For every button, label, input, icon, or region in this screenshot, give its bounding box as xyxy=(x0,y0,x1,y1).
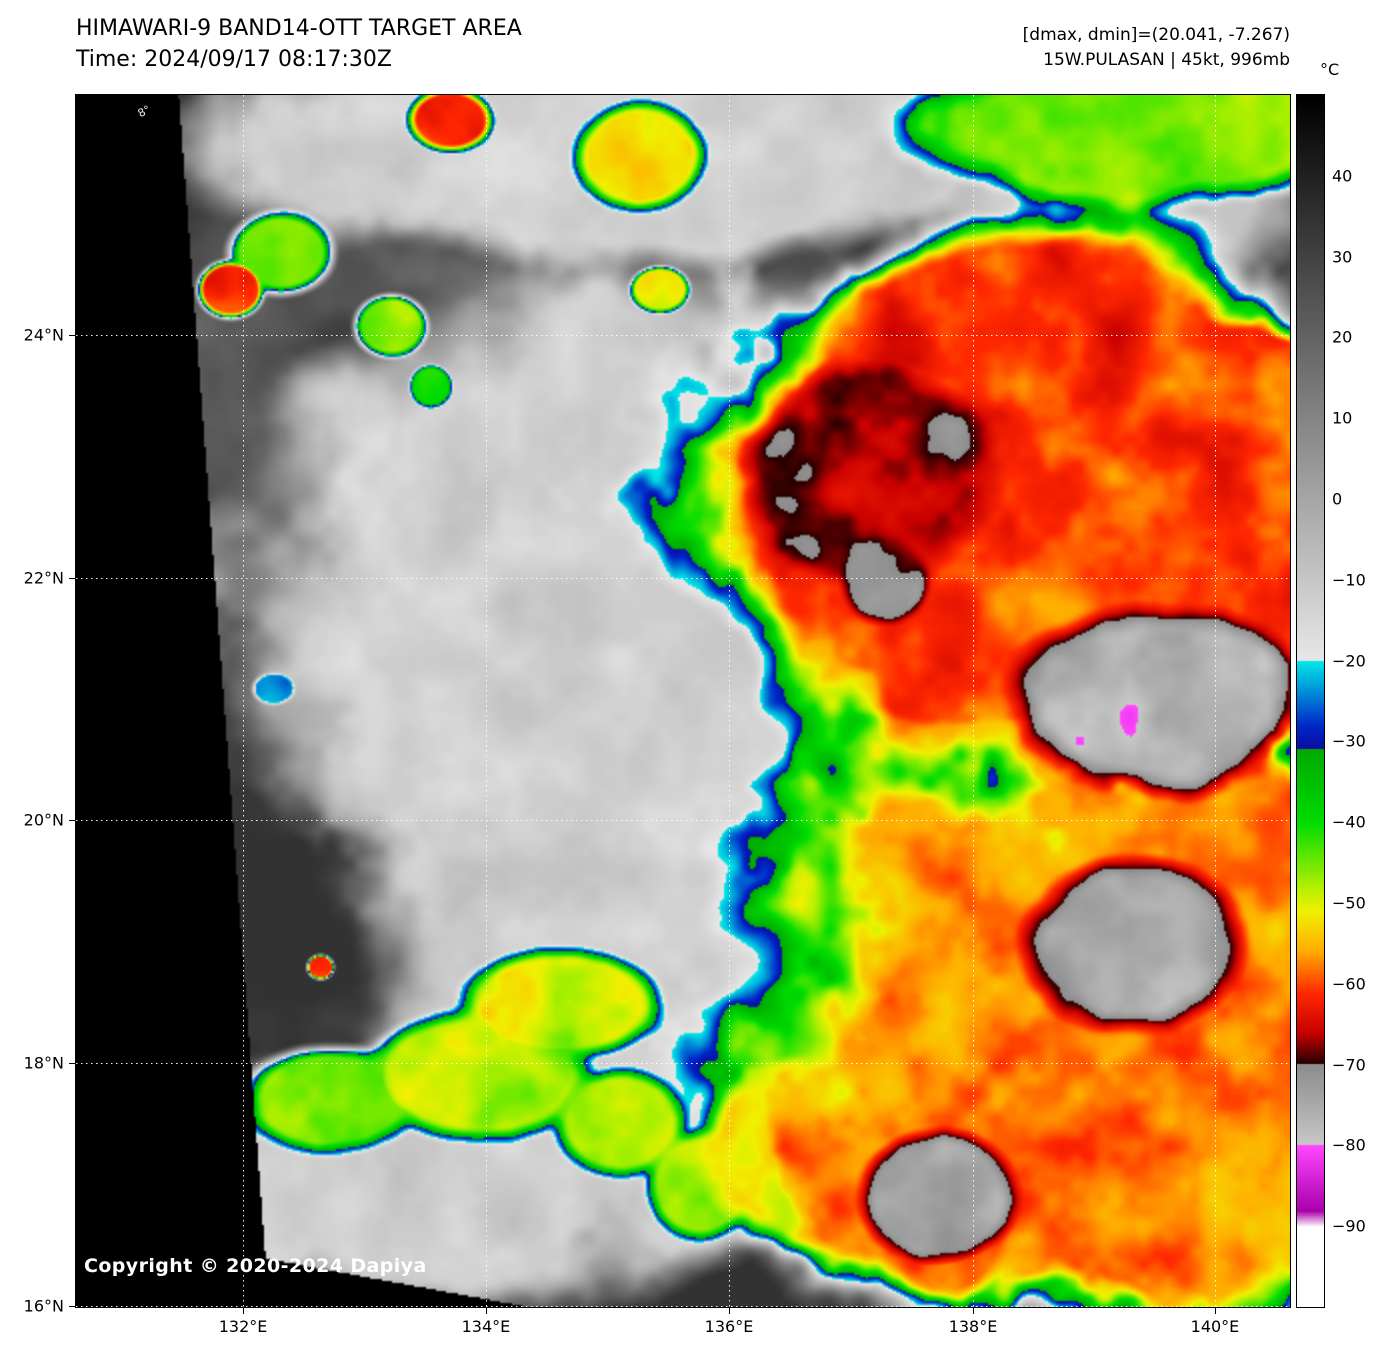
colorbar-gradient xyxy=(1297,95,1324,1307)
latitude-tick xyxy=(69,1305,75,1307)
colorbar-tick-label: 0 xyxy=(1332,489,1343,509)
satellite-map: 8° Copyright © 2020-2024 Dapiya xyxy=(69,94,1291,1314)
longitude-tick-label: 136°E xyxy=(704,1317,754,1336)
longitude-tick xyxy=(243,1308,245,1314)
colorbar-tick-label: −80 xyxy=(1332,1135,1366,1155)
longitude-tick-label: 134°E xyxy=(461,1317,511,1336)
longitude-tick-label: 140°E xyxy=(1190,1317,1240,1336)
longitude-tick xyxy=(729,1308,730,1314)
longitude-axis: 132°E 134°E 136°E 138°E 140°E xyxy=(76,1307,1290,1352)
colorbar-tick-label: 20 xyxy=(1332,327,1353,347)
colorbar-tick-label: −20 xyxy=(1332,651,1366,671)
longitude-tick xyxy=(973,1308,975,1314)
colorbar-tick-label: −60 xyxy=(1332,974,1366,994)
colorbar-tick-label: 30 xyxy=(1332,247,1353,267)
latitude-tick-label: 22°N xyxy=(23,568,64,588)
latitude-axis: 24°N 22°N 20°N 18°N 16°N xyxy=(0,95,70,1315)
latitude-tick xyxy=(69,334,75,336)
latitude-tick xyxy=(69,1063,75,1065)
colorbar-unit-label: °C xyxy=(1320,60,1340,79)
colorbar-tick-label: −30 xyxy=(1332,731,1366,751)
latitude-tick-label: 24°N xyxy=(23,325,64,345)
page-title: HIMAWARI-9 BAND14-OTT TARGET AREA xyxy=(76,16,522,41)
colorbar-tick-label: −10 xyxy=(1332,570,1366,590)
latitude-tick-label: 20°N xyxy=(23,810,64,830)
dmax-dmin-readout: [dmax, dmin]=(20.041, -7.267) xyxy=(1022,25,1290,45)
longitude-tick xyxy=(485,1308,487,1314)
colorbar-tick-label: 40 xyxy=(1332,166,1353,186)
colorbar-tick-label: −40 xyxy=(1332,812,1366,832)
colorbar-ticks: 40 30 20 10 0 −10 −20 −30 −40 −50 −60 −70 −80 −90 xyxy=(1332,95,1390,1307)
latitude-tick-label: 16°N xyxy=(23,1296,64,1316)
longitude-tick-label: 132°E xyxy=(218,1317,268,1336)
colorbar-tick-label: −70 xyxy=(1332,1055,1366,1075)
longitude-tick-label: 138°E xyxy=(948,1317,998,1336)
colorbar-tick-label: −50 xyxy=(1332,893,1366,913)
colorbar-tick-label: 10 xyxy=(1332,408,1353,428)
latitude-tick xyxy=(69,820,75,822)
colorbar xyxy=(1296,94,1325,1308)
latitude-tick xyxy=(69,577,75,579)
latitude-tick-label: 18°N xyxy=(23,1053,64,1073)
satellite-ir-image xyxy=(76,95,1290,1307)
longitude-tick xyxy=(1214,1308,1216,1314)
storm-readout: 15W.PULASAN | 45kt, 996mb xyxy=(1043,50,1290,70)
colorbar-tick-label: −90 xyxy=(1332,1216,1366,1236)
timestamp: Time: 2024/09/17 08:17:30Z xyxy=(76,47,392,72)
copyright-label: Copyright © 2020-2024 Dapiya xyxy=(84,1255,427,1277)
